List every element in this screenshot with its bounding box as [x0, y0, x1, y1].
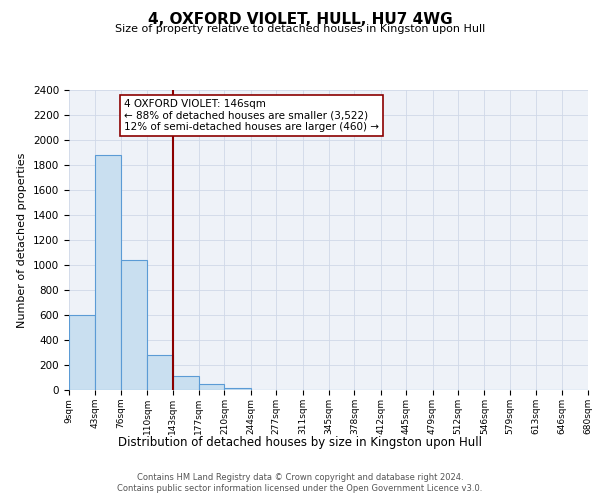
Text: 4 OXFORD VIOLET: 146sqm
← 88% of detached houses are smaller (3,522)
12% of semi: 4 OXFORD VIOLET: 146sqm ← 88% of detache…: [124, 99, 379, 132]
Bar: [69, 315, 95, 390]
Bar: [199, 384, 224, 390]
Y-axis label: Number of detached properties: Number of detached properties: [17, 152, 28, 328]
Bar: [121, 260, 147, 390]
Text: 4, OXFORD VIOLET, HULL, HU7 4WG: 4, OXFORD VIOLET, HULL, HU7 4WG: [148, 12, 452, 28]
Text: Contains public sector information licensed under the Open Government Licence v3: Contains public sector information licen…: [118, 484, 482, 493]
Bar: [224, 388, 251, 390]
Bar: [173, 376, 199, 390]
Text: Size of property relative to detached houses in Kingston upon Hull: Size of property relative to detached ho…: [115, 24, 485, 34]
Text: Contains HM Land Registry data © Crown copyright and database right 2024.: Contains HM Land Registry data © Crown c…: [137, 472, 463, 482]
Text: Distribution of detached houses by size in Kingston upon Hull: Distribution of detached houses by size …: [118, 436, 482, 449]
Bar: [95, 155, 121, 390]
Bar: [147, 355, 173, 390]
